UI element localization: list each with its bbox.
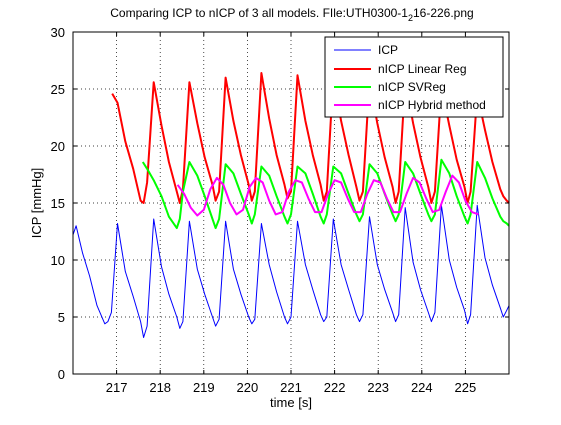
series-line-nicp-svreg — [141, 158, 510, 230]
legend-entry-svreg: nICP SVReg — [334, 80, 446, 94]
series-layer — [72, 72, 510, 338]
x-tick-label: 220 — [237, 380, 259, 395]
y-tick-label: 25 — [51, 82, 65, 97]
y-tick-label: 5 — [58, 310, 65, 325]
legend-label-linear-reg: nICP Linear Reg — [378, 62, 467, 76]
y-tick-label: 30 — [51, 25, 65, 40]
series-line-nicp-linear-reg — [111, 72, 510, 204]
x-tick-label: 218 — [149, 380, 171, 395]
y-tick-label: 10 — [51, 253, 65, 268]
chart-title-subscript: 2 — [408, 13, 413, 23]
x-tick-label: 217 — [106, 380, 128, 395]
legend-label-hybrid: nICP Hybrid method — [378, 98, 486, 112]
x-axis-title: time [s] — [270, 395, 312, 410]
x-tick-label: 225 — [455, 380, 477, 395]
chart-title-tail: 16-226.png — [413, 6, 474, 20]
x-tick-label: 224 — [411, 380, 433, 395]
y-tick-labels: 0 5 10 15 20 25 30 — [51, 25, 65, 382]
legend: ICP nICP Linear Reg nICP SVReg nICP Hybr… — [324, 36, 504, 118]
x-tick-label: 223 — [367, 380, 389, 395]
legend-entry-icp: ICP — [334, 43, 398, 57]
chart-title-main: Comparing ICP to nICP of 3 all models. F… — [110, 6, 408, 20]
axis-ticks — [73, 31, 509, 375]
y-tick-label: 20 — [51, 139, 65, 154]
y-tick-label: 0 — [58, 367, 65, 382]
legend-label-icp: ICP — [378, 43, 398, 57]
y-axis-title: ICP [mmHg] — [29, 168, 44, 239]
series-line-nicp-hybrid-method — [176, 174, 479, 217]
x-tick-label: 219 — [193, 380, 215, 395]
legend-entry-hybrid: nICP Hybrid method — [334, 98, 486, 112]
series-line-icp — [72, 204, 510, 338]
chart-title: Comparing ICP to nICP of 3 all models. F… — [110, 6, 473, 23]
x-tick-label: 222 — [324, 380, 346, 395]
x-tick-labels: 217 218 219 220 221 222 223 224 225 — [106, 380, 477, 395]
y-tick-label: 15 — [51, 196, 65, 211]
legend-entry-linear-reg: nICP Linear Reg — [334, 62, 467, 76]
x-tick-label: 221 — [280, 380, 302, 395]
legend-label-svreg: nICP SVReg — [378, 80, 446, 94]
